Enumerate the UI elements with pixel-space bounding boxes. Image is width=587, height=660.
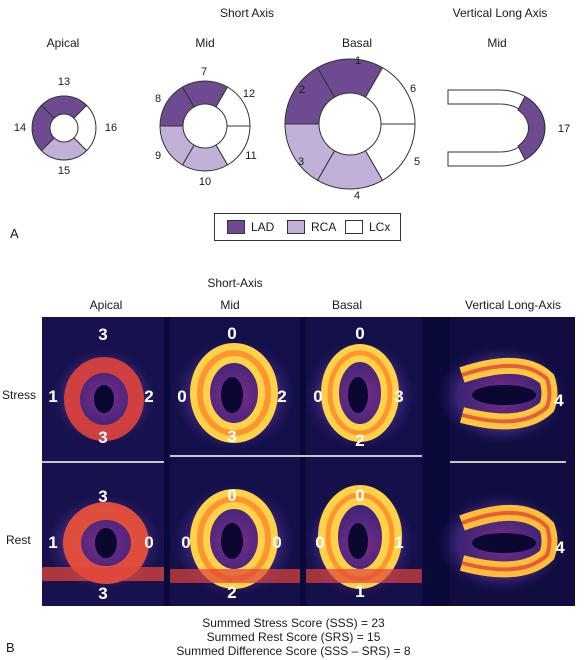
stress-apical-bottom-score: 3 (98, 428, 108, 447)
segment-17 (517, 95, 546, 161)
col-vla-label: Vertical Long-Axis (464, 298, 562, 312)
rest-mid-left-score: 0 (181, 533, 191, 552)
rest-apical-right-score: 0 (144, 533, 154, 552)
separator-mid-basal (170, 455, 422, 457)
summed-stress-score: Summed Stress Score (SSS) = 23 (202, 616, 385, 630)
separator-apical (42, 461, 164, 463)
stress-vla-score: 4 (554, 391, 564, 410)
segment-7-label: 7 (200, 66, 208, 78)
stress-mid-bottom-score: 3 (227, 427, 237, 446)
rest-mid-image (170, 485, 300, 597)
legend-rca-swatch (287, 220, 305, 234)
bullseye-diagram (31, 58, 546, 190)
stress-basal-top-score: 0 (355, 324, 365, 343)
segment-4-label: 4 (353, 190, 361, 202)
col-apical-label: Apical (89, 298, 123, 312)
row-stress-label: Stress (2, 388, 37, 402)
segment-8 (159, 86, 195, 127)
spect-images (42, 339, 566, 597)
stress-apical-left-score: 1 (48, 387, 58, 406)
segment-5-label: 5 (413, 156, 421, 168)
legend-lad: LAD (227, 220, 274, 234)
stress-vla-image (438, 345, 566, 445)
rest-basal-image (304, 485, 422, 597)
segment-6-label: 6 (409, 83, 417, 95)
rest-basal-left-score: 0 (315, 533, 325, 552)
segment-3-label: 3 (297, 156, 305, 168)
stress-mid-top-score: 0 (227, 324, 237, 343)
segment-1-label: 1 (354, 55, 362, 67)
legend-lcx: LCx (345, 220, 390, 234)
segment-16-label: 16 (104, 122, 118, 134)
col-mid-label: Mid (220, 298, 240, 312)
rest-basal-right-score: 1 (394, 533, 404, 552)
stress-apical-image (52, 349, 156, 445)
legend-lad-swatch (227, 220, 245, 234)
stress-basal-image (304, 341, 416, 449)
spect-image-panel: 3 1 2 3 0 0 2 3 0 0 3 2 4 3 1 0 3 0 0 0 … (42, 317, 575, 606)
segment-10-label: 10 (198, 176, 212, 188)
rest-mid-bottom-score: 2 (227, 583, 237, 602)
vertical-long-axis-title: Vertical Long Axis (452, 6, 548, 20)
rest-basal-bottom-score: 1 (355, 582, 365, 601)
short-axis-title-b: Short-Axis (207, 276, 263, 290)
rest-basal-top-score: 0 (355, 486, 365, 505)
stress-basal-bottom-score: 2 (355, 431, 365, 450)
mid-slice-label: Mid (195, 36, 215, 50)
legend-lcx-swatch (345, 220, 363, 234)
rest-vla-score: 4 (555, 538, 565, 557)
segment-9-label: 9 (154, 150, 162, 162)
rest-mid-right-score: 0 (272, 533, 282, 552)
legend-rca: RCA (287, 220, 336, 234)
segment-11-label: 11 (245, 150, 257, 162)
stress-mid-image (172, 339, 296, 451)
rest-mid-top-score: 0 (227, 486, 237, 505)
stress-basal-left-score: 0 (313, 387, 323, 406)
rest-apical-left-score: 1 (48, 533, 58, 552)
row-rest-label: Rest (6, 533, 31, 547)
segment-14 (31, 104, 55, 152)
segment-13-label: 13 (57, 76, 71, 88)
legend-lcx-label: LCx (369, 220, 391, 234)
legend: LAD RCA LCx (214, 213, 401, 241)
rest-vla-image (438, 493, 566, 593)
stress-apical-right-score: 2 (144, 387, 154, 406)
col-basal-label: Basal (331, 298, 363, 312)
stress-mid-left-score: 0 (177, 387, 187, 406)
rest-apical-bottom-score: 3 (98, 584, 108, 603)
rest-apical-top-score: 3 (98, 487, 108, 506)
segment-12-label: 12 (242, 88, 256, 100)
separator-vla (450, 461, 566, 463)
apical-slice-label: Apical (46, 36, 80, 50)
stress-mid-right-score: 2 (277, 387, 287, 406)
panel-a-letter: A (10, 226, 19, 241)
stress-basal-right-score: 3 (394, 387, 404, 406)
panel-b-letter: B (6, 640, 15, 655)
basal-slice-label: Basal (341, 36, 373, 50)
segment-2-label: 2 (298, 84, 306, 96)
vla-mid-slice-label: Mid (487, 36, 507, 50)
segment-2 (284, 67, 336, 125)
short-axis-title: Short Axis (219, 6, 275, 20)
segment-15-label: 15 (57, 165, 71, 177)
summed-difference-score: Summed Difference Score (SSS – SRS) = 8 (176, 644, 411, 658)
segment-14-label: 14 (13, 122, 27, 134)
segment-8-label: 8 (154, 93, 162, 105)
rest-apical-image (42, 495, 164, 591)
stress-apical-top-score: 3 (98, 325, 108, 344)
legend-lad-label: LAD (251, 220, 275, 234)
summed-rest-score: Summed Rest Score (SRS) = 15 (206, 630, 381, 644)
legend-rca-label: RCA (311, 220, 337, 234)
segment-17-label: 17 (557, 123, 571, 135)
